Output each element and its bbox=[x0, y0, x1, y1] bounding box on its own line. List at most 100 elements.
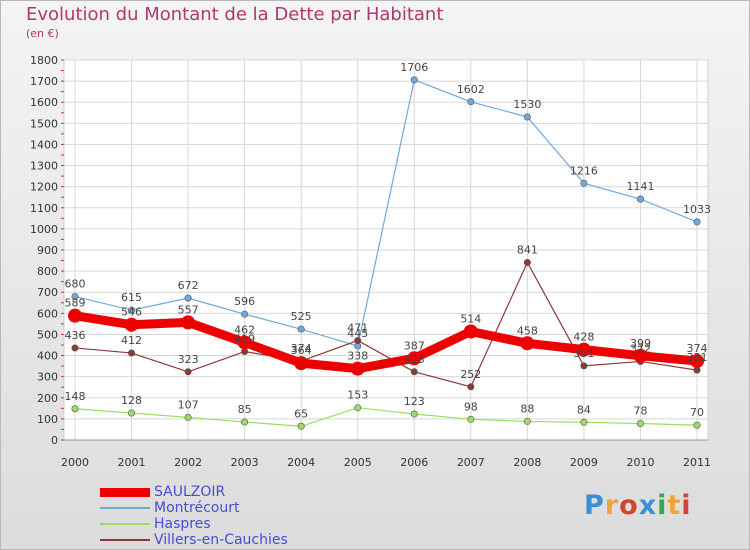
data-point-2 bbox=[636, 420, 644, 428]
data-label-2: 78 bbox=[633, 405, 647, 418]
legend-label: Montrécourt bbox=[154, 500, 240, 516]
proxiti-logo: Proxiti bbox=[584, 490, 692, 521]
data-label-0: 338 bbox=[347, 350, 368, 363]
data-label-3: 436 bbox=[65, 329, 86, 342]
data-point-1 bbox=[71, 292, 79, 300]
data-label-2: 128 bbox=[121, 394, 142, 407]
data-point-0 bbox=[463, 324, 478, 339]
data-label-3: 419 bbox=[234, 333, 255, 346]
data-point-3 bbox=[71, 344, 79, 352]
y-tick-label: 300 bbox=[37, 371, 58, 384]
legend-label: Villers-en-Cauchies bbox=[154, 532, 288, 548]
data-point-2 bbox=[297, 422, 305, 430]
legend: SAULZOIR Montrécourt Haspres Villers-en-Cau… bbox=[100, 484, 400, 548]
x-tick-label: 2007 bbox=[457, 456, 485, 469]
data-label-2: 148 bbox=[65, 390, 86, 403]
data-label-1: 1033 bbox=[683, 203, 711, 216]
data-label-3: 331 bbox=[687, 351, 708, 364]
data-label-2: 70 bbox=[690, 406, 704, 419]
y-tick-label: 1300 bbox=[30, 160, 58, 173]
legend-swatch bbox=[100, 539, 150, 541]
series-line-2 bbox=[74, 407, 698, 427]
data-label-0: 546 bbox=[121, 306, 142, 319]
y-tick-label: 1200 bbox=[30, 181, 58, 194]
y-tick-label: 600 bbox=[37, 307, 58, 320]
data-label-3: 412 bbox=[121, 334, 142, 347]
data-label-1: 1602 bbox=[457, 83, 485, 96]
data-label-2: 84 bbox=[577, 403, 591, 416]
x-tick-label: 2006 bbox=[400, 456, 428, 469]
unit-label: (en €) bbox=[26, 27, 59, 40]
data-point-2 bbox=[241, 418, 249, 426]
x-tick-label: 2008 bbox=[513, 456, 541, 469]
data-point-2 bbox=[184, 413, 192, 421]
data-point-0 bbox=[237, 335, 252, 350]
data-point-0 bbox=[633, 348, 648, 363]
series-line-0 bbox=[70, 311, 702, 374]
data-label-0: 374 bbox=[687, 342, 708, 355]
data-label-2: 85 bbox=[238, 403, 252, 416]
data-point-0 bbox=[124, 317, 139, 332]
data-point-2 bbox=[580, 418, 588, 426]
logo-letter: o bbox=[619, 490, 639, 521]
data-label-0: 428 bbox=[573, 331, 594, 344]
legend-label: Haspres bbox=[154, 516, 211, 532]
series-line-1 bbox=[74, 79, 698, 347]
data-label-1: 1216 bbox=[570, 164, 598, 177]
y-tick-label: 1500 bbox=[30, 117, 58, 130]
y-tick-label: 700 bbox=[37, 286, 58, 299]
legend-item: Montrécourt bbox=[100, 500, 400, 516]
data-point-1 bbox=[410, 76, 418, 84]
legend-swatch bbox=[100, 523, 150, 525]
data-point-1 bbox=[636, 195, 644, 203]
y-tick-label: 1400 bbox=[30, 138, 58, 151]
data-point-3 bbox=[184, 368, 192, 376]
y-tick-label: 400 bbox=[37, 350, 58, 363]
y-tick-label: 900 bbox=[37, 244, 58, 257]
data-point-0 bbox=[576, 342, 591, 357]
data-label-0: 458 bbox=[517, 324, 538, 337]
legend-item: SAULZOIR bbox=[100, 484, 400, 500]
chart-title: Evolution du Montant de la Dette par Hab… bbox=[26, 4, 444, 25]
data-point-2 bbox=[693, 421, 701, 429]
y-tick-label: 1700 bbox=[30, 75, 58, 88]
data-label-3: 471 bbox=[347, 322, 368, 335]
data-point-0 bbox=[690, 354, 704, 369]
data-label-2: 123 bbox=[404, 395, 425, 408]
data-point-1 bbox=[297, 325, 305, 333]
data-label-3: 323 bbox=[178, 353, 199, 366]
y-tick-label: 0 bbox=[51, 434, 58, 447]
data-point-1 bbox=[523, 113, 531, 121]
data-label-3: 374 bbox=[291, 342, 312, 355]
data-point-1 bbox=[184, 294, 192, 302]
data-point-1 bbox=[580, 179, 588, 187]
data-label-3: 372 bbox=[630, 342, 651, 355]
data-label-0: 364 bbox=[291, 344, 312, 357]
data-point-3 bbox=[467, 383, 475, 391]
legend-item: Haspres bbox=[100, 516, 400, 532]
data-label-0: 462 bbox=[234, 323, 255, 336]
data-point-1 bbox=[467, 98, 475, 106]
data-label-3: 252 bbox=[460, 368, 481, 381]
data-point-3 bbox=[354, 337, 362, 345]
data-label-1: 1706 bbox=[400, 61, 428, 74]
x-tick-label: 2005 bbox=[344, 456, 372, 469]
data-label-0: 557 bbox=[178, 303, 199, 316]
data-label-1: 1141 bbox=[626, 180, 654, 193]
x-tick-label: 2000 bbox=[61, 456, 89, 469]
data-point-2 bbox=[523, 417, 531, 425]
data-label-2: 65 bbox=[294, 407, 308, 420]
data-point-2 bbox=[467, 415, 475, 423]
data-label-3: 351 bbox=[573, 347, 594, 360]
data-label-1: 525 bbox=[291, 310, 312, 323]
logo-letter: x bbox=[638, 490, 658, 521]
data-label-2: 88 bbox=[520, 402, 534, 415]
y-tick-label: 1000 bbox=[30, 223, 58, 236]
y-tick-label: 100 bbox=[37, 413, 58, 426]
logo-letter: i bbox=[657, 490, 668, 521]
data-point-1 bbox=[128, 306, 136, 314]
logo-letter: r bbox=[604, 490, 620, 521]
data-label-0: 514 bbox=[460, 312, 481, 325]
x-tick-label: 2010 bbox=[626, 456, 654, 469]
